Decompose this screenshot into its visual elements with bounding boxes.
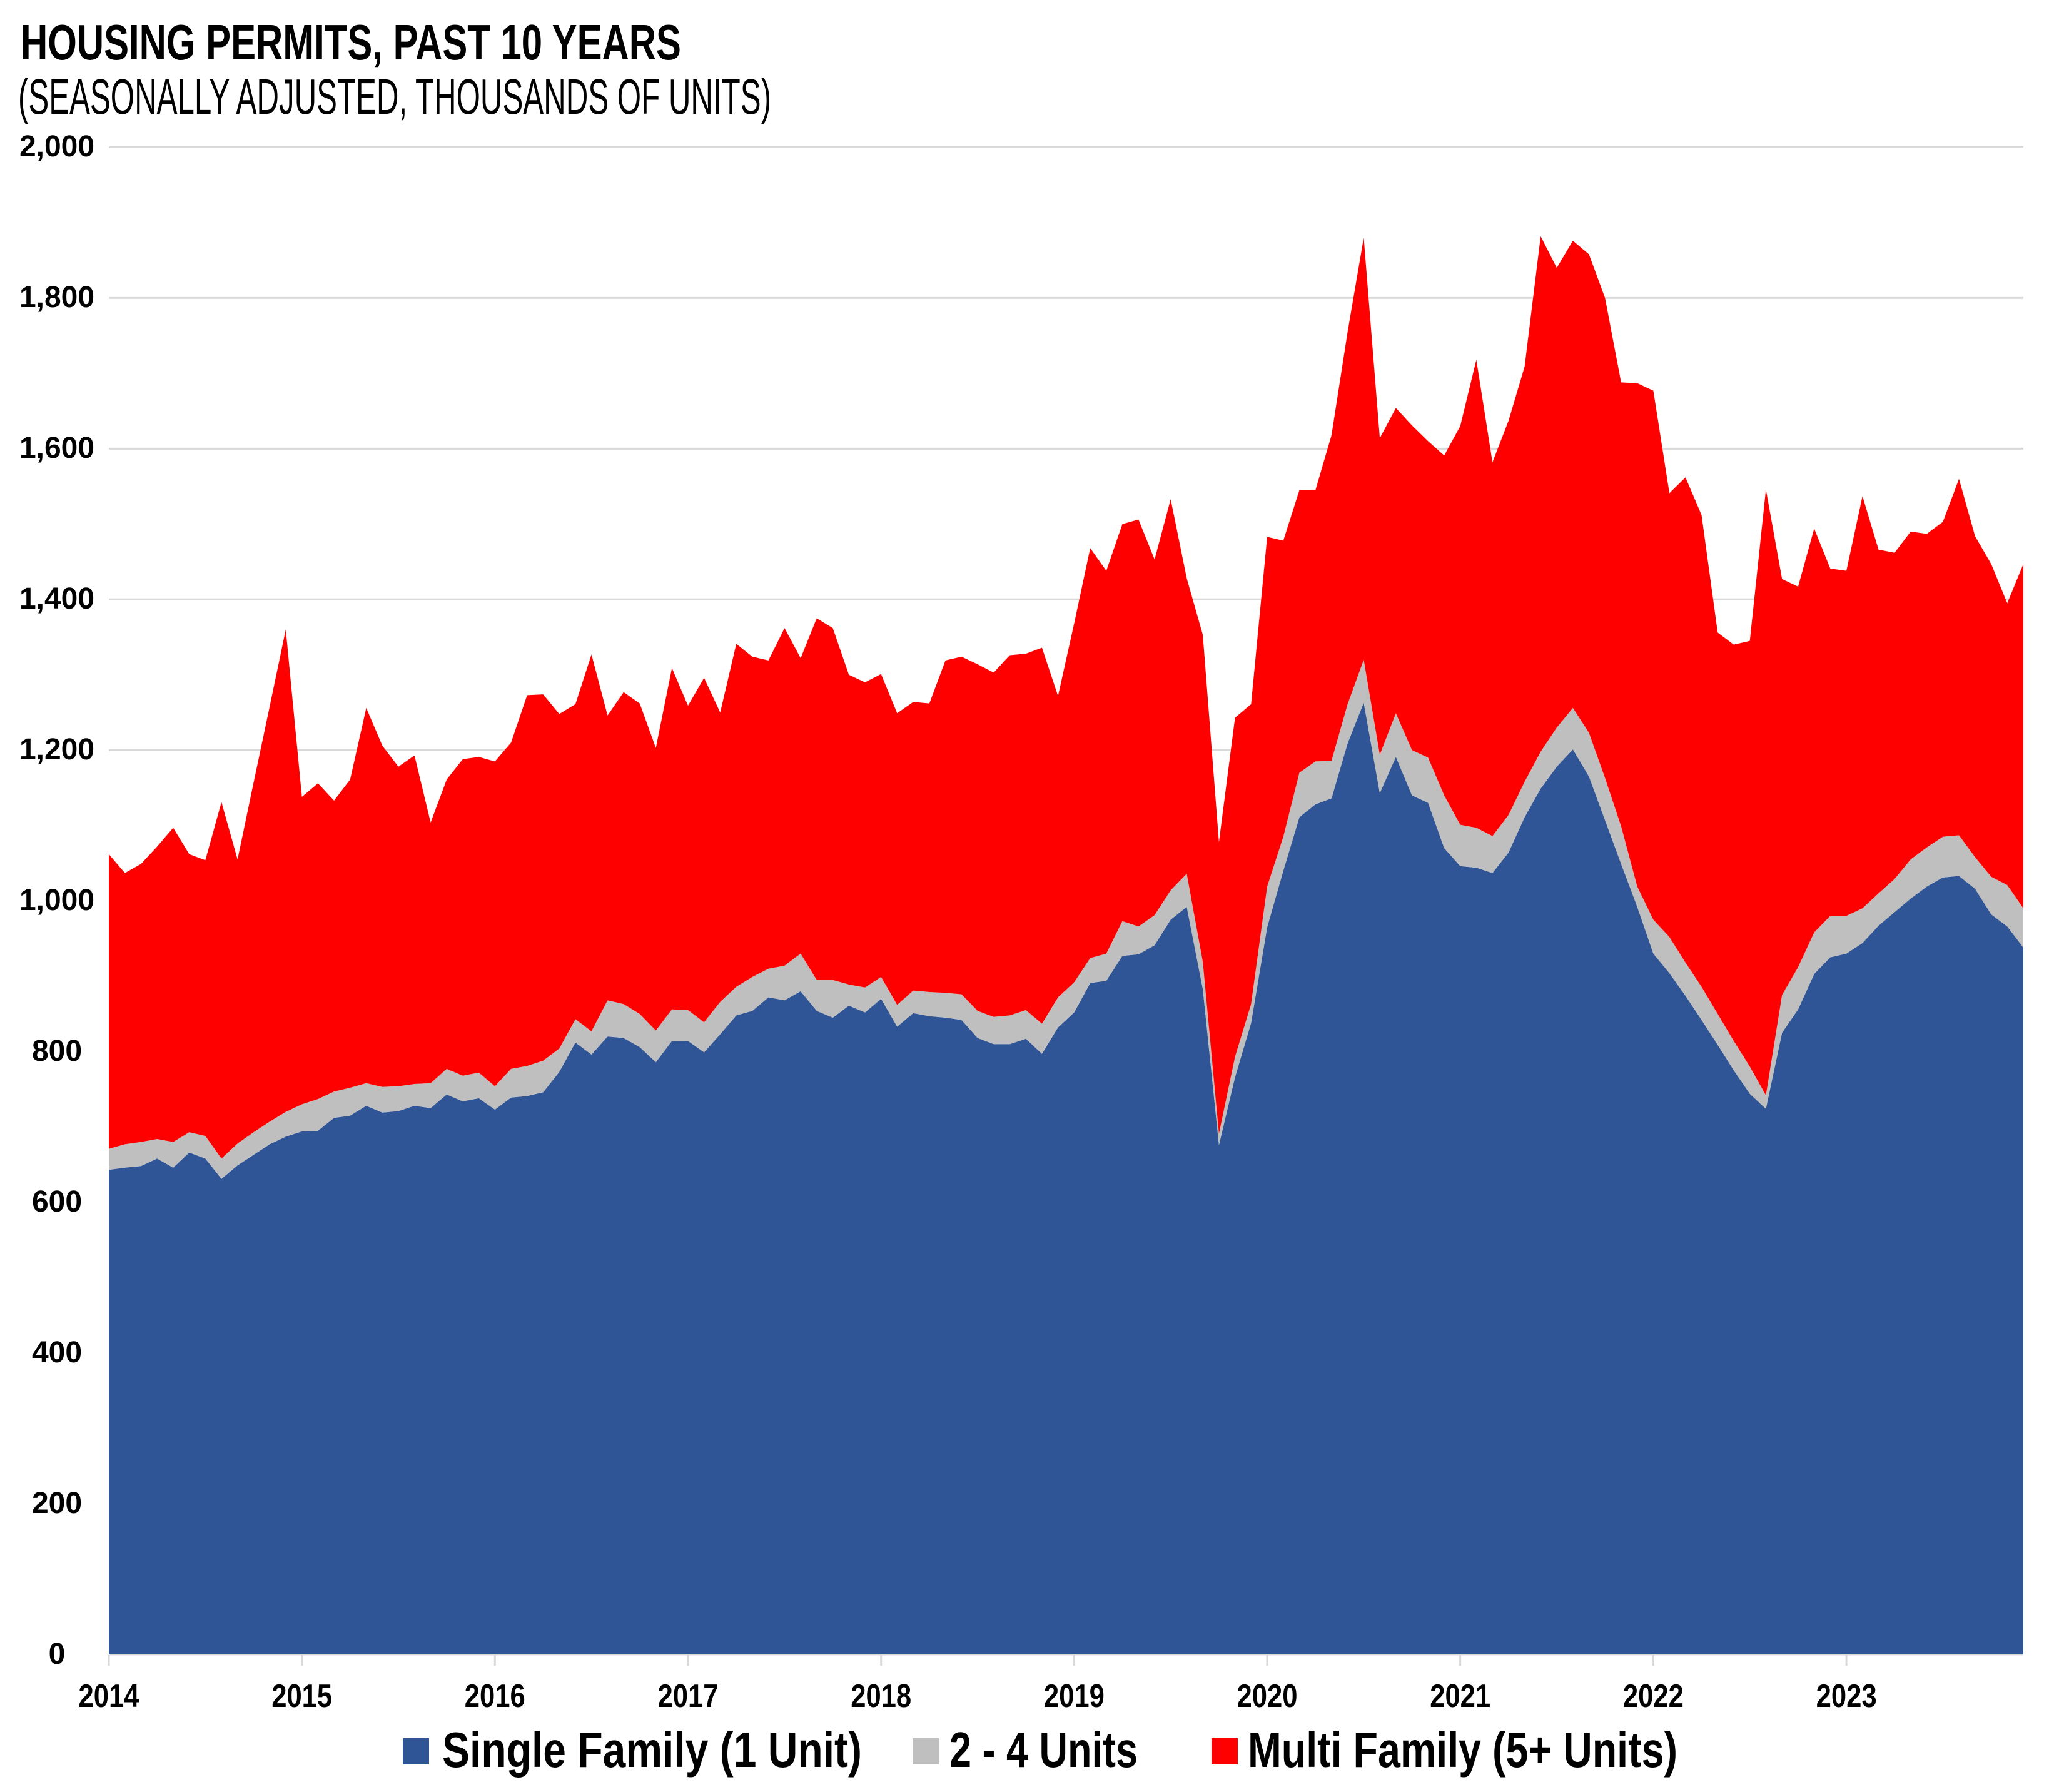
svg-text:1,200: 1,200	[19, 733, 94, 766]
svg-text:2014: 2014	[79, 1678, 139, 1714]
svg-text:0: 0	[49, 1638, 66, 1671]
svg-text:1,400: 1,400	[19, 582, 94, 615]
svg-text:2020: 2020	[1237, 1678, 1298, 1714]
svg-text:2018: 2018	[851, 1678, 911, 1714]
svg-text:2021: 2021	[1430, 1678, 1490, 1714]
svg-text:HOUSING PERMITS, PAST 10 YEARS: HOUSING PERMITS, PAST 10 YEARS	[21, 14, 681, 70]
svg-text:Multi Family (5+ Units): Multi Family (5+ Units)	[1248, 1722, 1677, 1778]
svg-text:2 - 4 Units: 2 - 4 Units	[949, 1722, 1138, 1778]
svg-text:800: 800	[32, 1035, 82, 1068]
svg-text:200: 200	[32, 1487, 82, 1520]
svg-text:1,000: 1,000	[19, 884, 94, 917]
svg-text:1,800: 1,800	[19, 281, 94, 314]
svg-text:1,600: 1,600	[19, 432, 94, 465]
svg-text:2015: 2015	[271, 1678, 332, 1714]
svg-text:2016: 2016	[465, 1678, 525, 1714]
svg-text:2017: 2017	[658, 1678, 719, 1714]
svg-text:2,000: 2,000	[19, 130, 94, 163]
svg-text:2023: 2023	[1816, 1678, 1877, 1714]
svg-text:(SEASONALLY ADJUSTED, THOUSAND: (SEASONALLY ADJUSTED, THOUSANDS OF UNITS…	[18, 69, 771, 124]
svg-text:400: 400	[32, 1336, 82, 1369]
svg-text:2022: 2022	[1623, 1678, 1684, 1714]
svg-text:Single Family (1 Unit): Single Family (1 Unit)	[442, 1722, 862, 1778]
svg-text:2019: 2019	[1044, 1678, 1105, 1714]
svg-text:600: 600	[32, 1185, 82, 1218]
